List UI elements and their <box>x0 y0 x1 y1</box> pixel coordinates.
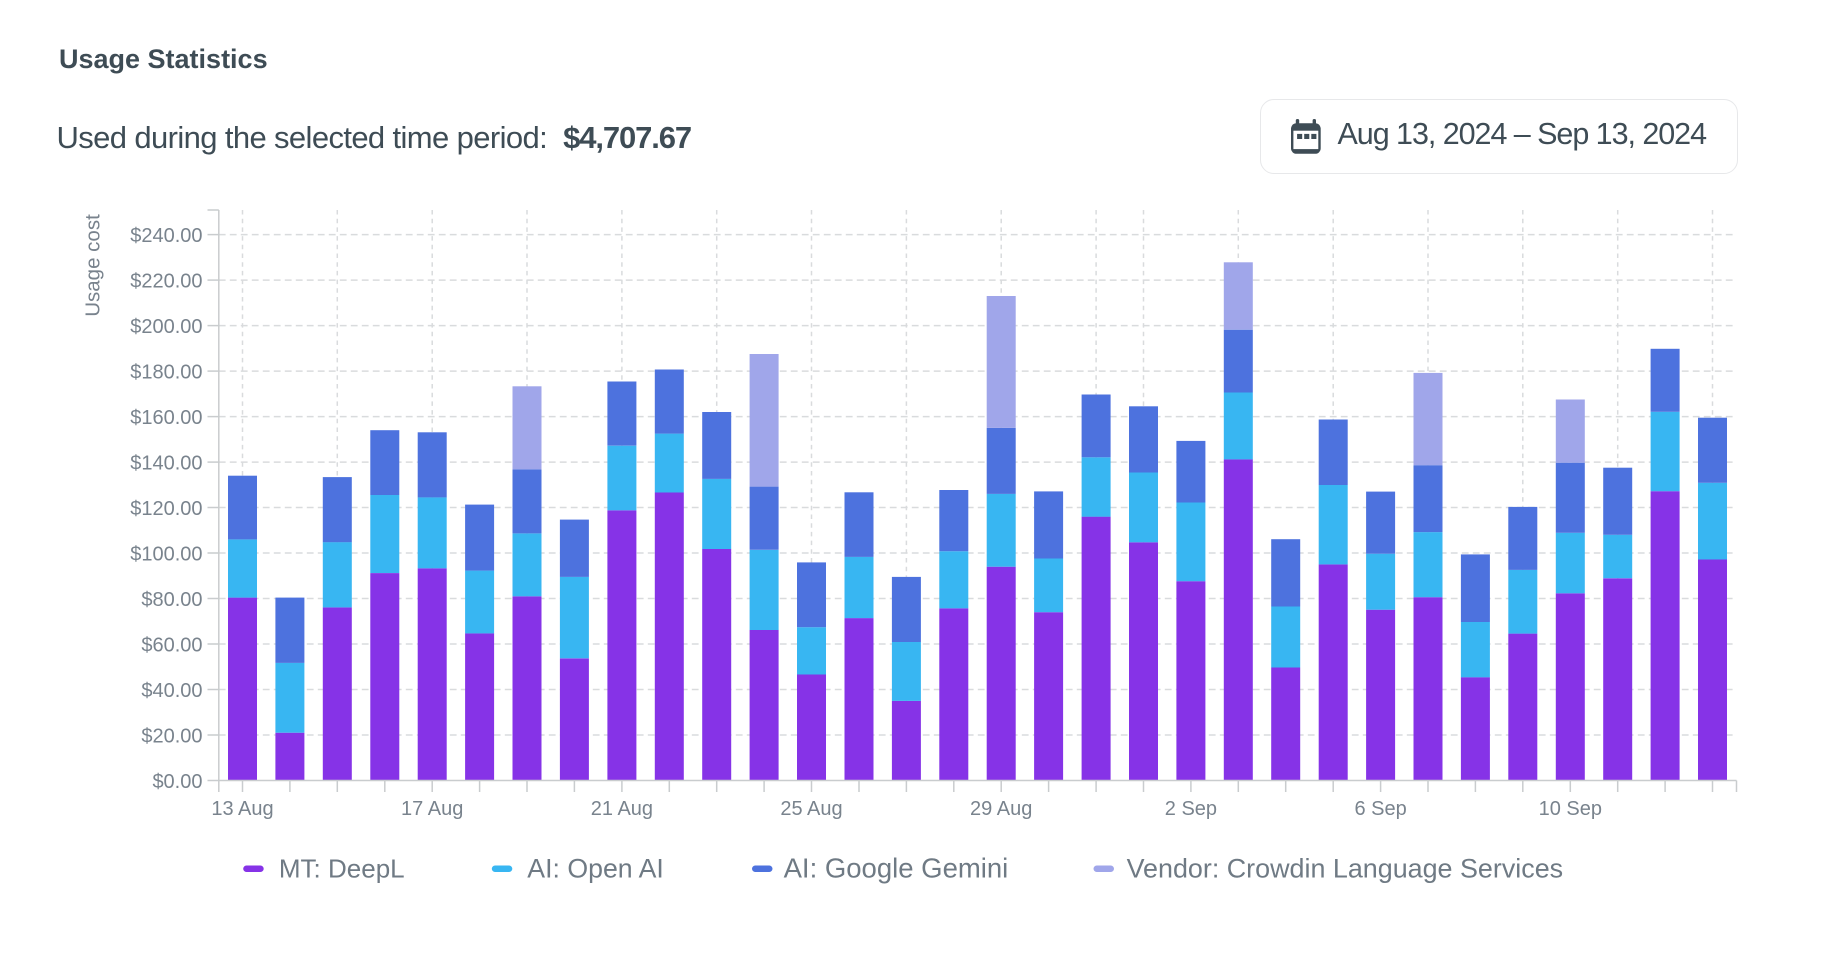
svg-text:$160.00: $160.00 <box>130 407 202 429</box>
svg-text:AI: Google Gemini: AI: Google Gemini <box>784 853 1009 884</box>
svg-text:2 Sep: 2 Sep <box>1165 798 1217 820</box>
svg-text:29 Aug: 29 Aug <box>970 798 1032 820</box>
svg-text:17 Aug: 17 Aug <box>401 798 463 820</box>
svg-text:25 Aug: 25 Aug <box>780 798 842 820</box>
svg-text:6 Sep: 6 Sep <box>1354 798 1406 820</box>
svg-text:$80.00: $80.00 <box>141 589 202 611</box>
svg-text:$140.00: $140.00 <box>130 452 202 474</box>
svg-text:$120.00: $120.00 <box>130 498 202 520</box>
svg-text:Vendor: Crowdin Language Servi: Vendor: Crowdin Language Services <box>1127 854 1564 884</box>
svg-text:$40.00: $40.00 <box>141 680 202 702</box>
svg-text:Usage cost: Usage cost <box>82 214 105 317</box>
svg-text:$60.00: $60.00 <box>141 634 202 656</box>
svg-text:$240.00: $240.00 <box>130 225 202 247</box>
svg-text:$20.00: $20.00 <box>141 725 202 747</box>
svg-text:$220.00: $220.00 <box>130 270 202 292</box>
svg-text:AI: Open AI: AI: Open AI <box>527 854 664 884</box>
svg-text:21 Aug: 21 Aug <box>591 798 653 820</box>
svg-text:$200.00: $200.00 <box>130 316 202 338</box>
svg-text:$180.00: $180.00 <box>130 361 202 383</box>
svg-text:$0.00: $0.00 <box>152 771 202 793</box>
svg-text:13 Aug: 13 Aug <box>211 798 273 820</box>
svg-text:$100.00: $100.00 <box>130 543 202 565</box>
svg-text:MT: DeepL: MT: DeepL <box>279 854 405 884</box>
svg-text:10 Sep: 10 Sep <box>1539 798 1602 820</box>
